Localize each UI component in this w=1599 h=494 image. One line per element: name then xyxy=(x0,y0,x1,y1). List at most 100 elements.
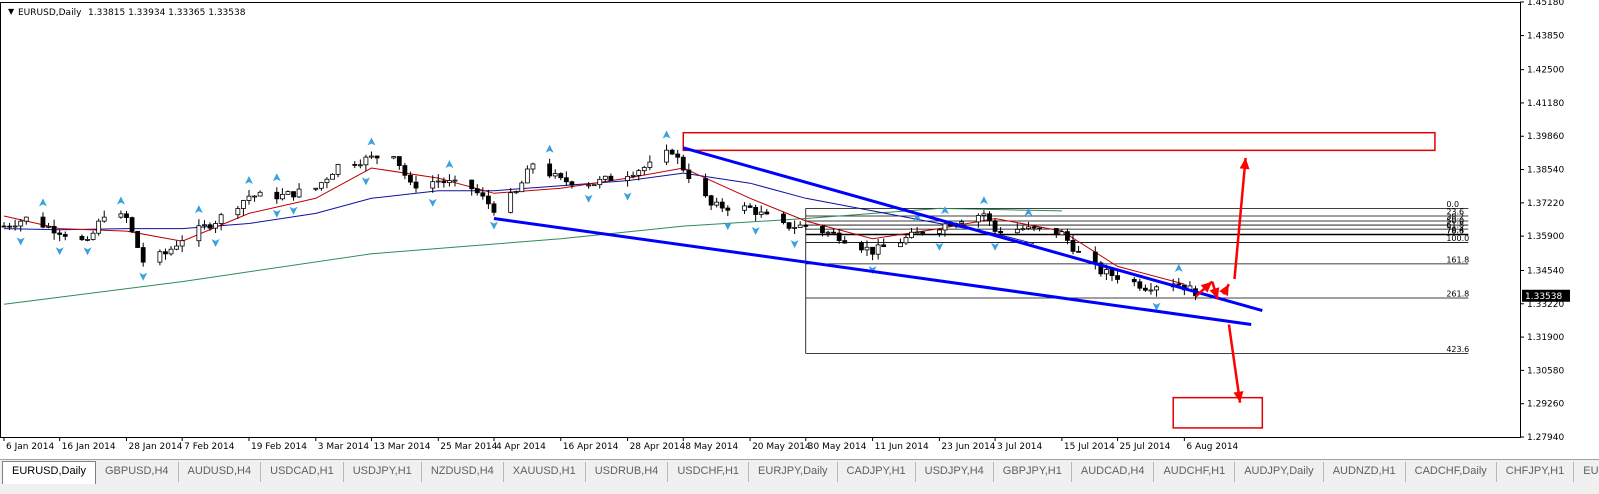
chart-tab-nzdusd-h4[interactable]: NZDUSD,H4 xyxy=(422,462,504,482)
chart-tab-usdcad-h1[interactable]: USDCAD,H1 xyxy=(261,462,344,482)
chart-tab-audchf-h1[interactable]: AUDCHF,H1 xyxy=(1154,462,1236,482)
candle xyxy=(1176,277,1182,286)
chart-tab-eurjpy-daily[interactable]: EURJPY,Daily xyxy=(749,462,838,482)
arrowhead-icon xyxy=(1233,391,1244,403)
candle xyxy=(135,230,141,248)
chart-tab-chfjpy-h1[interactable]: CHFJPY,H1 xyxy=(1497,462,1575,482)
chart-tab-audjpy-daily[interactable]: AUDJPY,Daily xyxy=(1235,462,1324,482)
candle-body xyxy=(352,164,358,166)
candle-body xyxy=(636,170,642,176)
chart-tab-usdrub-h4[interactable]: USDRUB,H4 xyxy=(586,462,669,482)
projection-arrow xyxy=(1227,324,1242,403)
candle-body xyxy=(786,222,792,229)
fractal-up-icon xyxy=(38,198,47,207)
candle xyxy=(675,149,681,165)
fractal-down-icon xyxy=(139,272,148,281)
candle xyxy=(447,174,452,187)
chart-tab-audusd-h4[interactable]: AUDUSD,H4 xyxy=(179,462,262,482)
candle xyxy=(981,210,987,222)
chart-tab-eu[interactable]: EU xyxy=(1574,462,1599,482)
candle xyxy=(23,216,29,225)
candle-body xyxy=(241,200,246,209)
candle-body xyxy=(1076,250,1081,253)
candle-body xyxy=(46,225,51,228)
candle xyxy=(90,230,96,241)
chart-tab-gbpjpy-h1[interactable]: GBPJPY,H1 xyxy=(994,462,1072,482)
fractal-up-icon xyxy=(913,213,922,222)
candle xyxy=(85,236,90,242)
candle-body xyxy=(875,244,881,255)
chart-tab-gbpusd-h4[interactable]: GBPUSD,H4 xyxy=(96,462,179,482)
candle xyxy=(241,199,246,216)
chart-tab-cadchf-daily[interactable]: CADCHF,Daily xyxy=(1406,462,1497,482)
candle xyxy=(781,211,786,225)
candle-body xyxy=(586,184,592,187)
candle-body xyxy=(686,169,692,180)
candle xyxy=(357,159,363,169)
chart-tab-eurusd-daily[interactable]: EURUSD,Daily xyxy=(2,461,96,484)
candle xyxy=(124,210,129,223)
candle xyxy=(1053,228,1059,239)
candle-body xyxy=(547,163,553,177)
candle-body xyxy=(435,180,441,183)
candle xyxy=(402,162,408,180)
candle-body xyxy=(296,188,302,198)
chart-tab-usdjpy-h1[interactable]: USDJPY,H1 xyxy=(344,462,422,482)
chart-tab-usdjpy-h4[interactable]: USDJPY,H4 xyxy=(916,462,994,482)
candle-body xyxy=(252,195,257,198)
candle xyxy=(664,144,669,165)
candle xyxy=(547,158,553,179)
candle-body xyxy=(23,216,29,222)
candle xyxy=(313,187,319,192)
chart-tab-xauusd-h1[interactable]: XAUUSD,H1 xyxy=(504,462,586,482)
price-axis-label: 1.33220 xyxy=(1527,300,1564,310)
fractal-down-icon xyxy=(361,177,370,186)
candle-body xyxy=(831,231,836,234)
candle-body xyxy=(1115,275,1120,280)
candle xyxy=(680,154,686,173)
candle-body xyxy=(369,155,374,158)
candle xyxy=(363,154,369,172)
fibo-level-label: 161.8 xyxy=(1446,255,1469,264)
fibo-level-label: 100.0 xyxy=(1446,234,1469,243)
ma-slow-line xyxy=(3,207,1062,305)
candle-body xyxy=(1131,279,1137,283)
candle-body xyxy=(335,164,341,175)
fractal-up-icon xyxy=(940,206,949,215)
fractal-down-icon xyxy=(272,209,281,218)
chart-tab-audnzd-h1[interactable]: AUDNZD,H1 xyxy=(1324,462,1406,482)
candle-body xyxy=(881,244,887,248)
candle-body xyxy=(246,195,252,201)
candle xyxy=(703,173,708,198)
candle-body xyxy=(563,177,569,183)
candle xyxy=(1059,229,1065,236)
candle xyxy=(558,172,564,181)
candle-body xyxy=(1053,228,1059,236)
chart-tab-cadjpy-h1[interactable]: CADJPY,H1 xyxy=(838,462,916,482)
candle xyxy=(669,148,675,155)
candle-body xyxy=(447,180,452,184)
candle xyxy=(1026,221,1031,231)
candle xyxy=(1142,284,1148,292)
candle-body xyxy=(90,232,96,240)
fractal-down-icon xyxy=(83,247,92,256)
chart-window[interactable]: 0.0 23.6 38.2 50.0 61.8 76.4 78.6 100.0 161.8 261… xyxy=(0,0,1599,459)
fractal-up-icon xyxy=(445,160,454,169)
candle-body xyxy=(357,164,363,167)
current-price-tag xyxy=(1522,289,1570,302)
candle xyxy=(714,197,720,208)
candle-body xyxy=(959,221,965,224)
chart-tab-audcad-h4[interactable]: AUDCAD,H4 xyxy=(1072,462,1155,482)
time-axis-label: 3 Jul 2014 xyxy=(997,442,1042,452)
fractal-down-icon xyxy=(751,227,760,236)
candle xyxy=(530,162,536,174)
chart-tab-usdchf-h1[interactable]: USDCHF,H1 xyxy=(668,462,750,482)
candle-body xyxy=(469,179,475,190)
candle-body xyxy=(18,220,24,227)
fractal-down-icon xyxy=(55,247,64,256)
candle xyxy=(413,175,419,193)
candle xyxy=(7,223,12,231)
candle-body xyxy=(825,231,831,234)
time-axis-label: 13 Mar 2014 xyxy=(373,442,430,452)
